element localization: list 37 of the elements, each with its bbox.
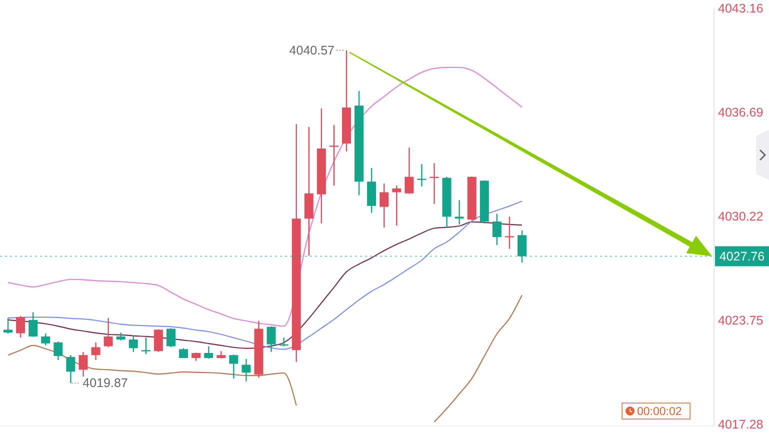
candlestick xyxy=(380,182,389,228)
y-tick-label: 4043.16 xyxy=(718,2,764,16)
candlestick xyxy=(504,216,514,250)
candlestick xyxy=(154,328,163,353)
candlestick xyxy=(392,184,402,226)
candlestick xyxy=(417,164,426,188)
candlestick xyxy=(128,334,138,353)
candlestick xyxy=(78,351,88,378)
y-tick-label: 4036.69 xyxy=(718,106,764,120)
candlestick xyxy=(28,312,38,338)
candlestick xyxy=(266,326,276,353)
candlestick xyxy=(454,200,464,225)
candlestick xyxy=(518,230,526,264)
candlestick xyxy=(229,354,238,380)
ref-line-label: 4027.76 xyxy=(719,250,765,264)
candlestick xyxy=(141,336,150,355)
annotation: 4040.57 xyxy=(289,43,335,58)
candlestick xyxy=(204,346,214,360)
candlestick xyxy=(66,354,76,384)
candlestick xyxy=(329,124,338,186)
candlestick xyxy=(4,317,12,334)
line-series xyxy=(7,66,523,327)
candlestick xyxy=(242,358,251,382)
candlestick xyxy=(91,342,100,361)
candlestick xyxy=(16,315,26,338)
y-tick-label: 4023.75 xyxy=(718,314,764,328)
text: 00:00:02 xyxy=(637,406,682,418)
y-tick-label: 4017.28 xyxy=(718,418,764,432)
candlestick xyxy=(166,328,176,348)
annotation: 4019.87 xyxy=(82,376,128,390)
candlestick xyxy=(492,213,502,246)
y-tick-label: 4030.22 xyxy=(718,210,764,224)
candlestick xyxy=(404,146,414,194)
candlestick xyxy=(104,317,113,348)
candlestick xyxy=(179,348,188,359)
candlestick xyxy=(41,332,50,346)
candlestick xyxy=(54,340,63,361)
